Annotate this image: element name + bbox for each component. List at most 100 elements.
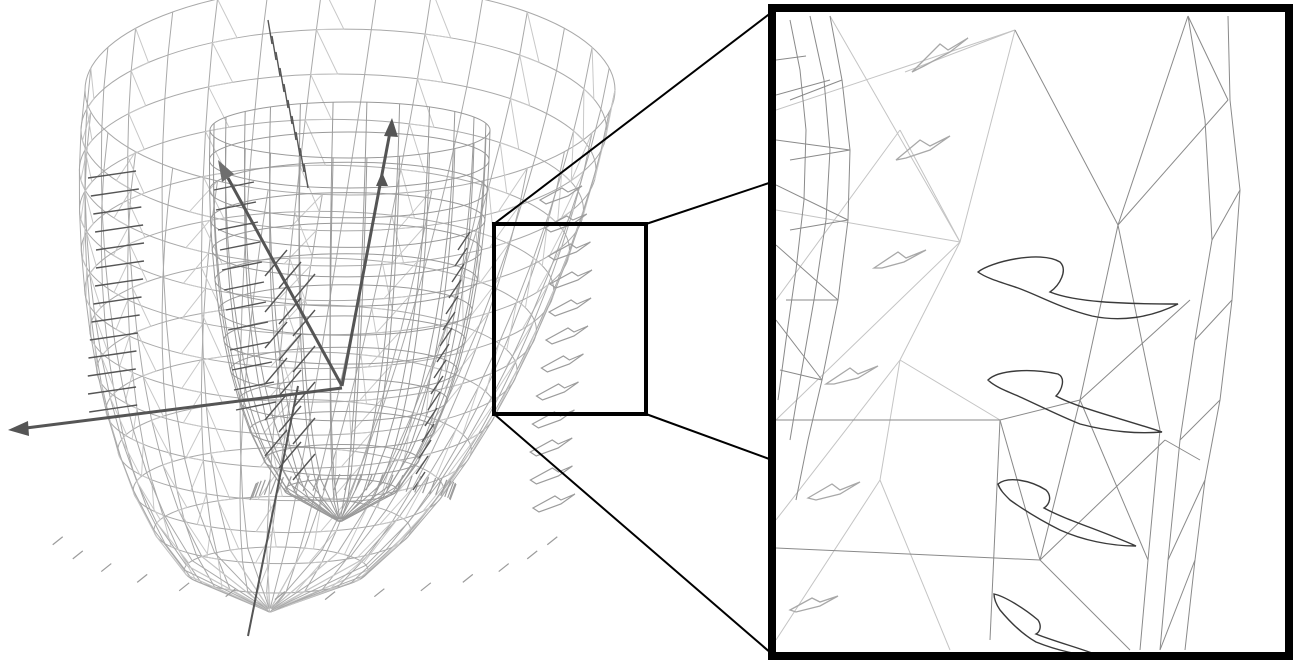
fiber-glyph <box>221 261 263 271</box>
axis-line-diag <box>226 177 344 387</box>
fiber-glyph <box>444 480 452 498</box>
fiber-glyph <box>292 273 316 301</box>
fiber-glyph <box>531 493 576 513</box>
fiber-glyph <box>264 429 288 457</box>
inner-meridian <box>339 102 368 519</box>
outer-diagonal <box>272 89 616 611</box>
fiber-glyph <box>435 478 443 496</box>
inner-meridian <box>298 103 340 519</box>
fiber-glyph <box>448 279 462 299</box>
fiber-glyph <box>449 483 457 501</box>
fiber-glyph <box>271 35 277 61</box>
fiber-glyph <box>292 453 316 481</box>
fiber-glyph <box>540 353 584 373</box>
inner-meridian <box>341 152 430 522</box>
outer-meridian <box>266 194 323 613</box>
fiber-glyph <box>422 476 430 494</box>
fiber-glyph <box>295 131 301 157</box>
zoom-mesh-light <box>776 15 1016 651</box>
fiber-glyph <box>251 481 259 499</box>
fiber-glyph <box>227 321 269 331</box>
fiber-glyph <box>258 479 266 497</box>
outer-diagonal <box>200 0 270 609</box>
fiber-glyph <box>100 563 112 573</box>
fiber-glyph <box>547 297 592 317</box>
fiber-glyph <box>233 381 275 391</box>
fiber-glyph <box>462 573 474 583</box>
fiber-glyph <box>263 478 271 496</box>
fiber-glyph <box>225 588 237 598</box>
fiber-glyph <box>275 51 281 77</box>
fiber-glyph <box>94 224 144 233</box>
fiber-glyph <box>94 278 144 287</box>
fiber-glyph <box>89 332 138 341</box>
fiber-glyph <box>322 474 330 491</box>
inner-meridian <box>342 123 487 521</box>
fiber-glyph <box>276 476 284 494</box>
inner-ring <box>209 161 488 219</box>
inner-meridian <box>329 102 341 519</box>
fiber-glyph <box>269 477 277 495</box>
fiber-glyph <box>415 455 429 475</box>
outer-ring <box>80 28 608 232</box>
fiber-glyph <box>292 381 316 409</box>
fiber-glyph <box>376 474 384 491</box>
outer-diagonal <box>254 194 323 613</box>
fiber-glyph <box>454 247 468 267</box>
inner-meridian <box>225 116 338 520</box>
zoom-mesh-dark <box>776 15 1241 651</box>
fiber-glyph <box>264 393 288 421</box>
fiber-glyph <box>278 405 302 433</box>
fiber-glyph <box>386 474 394 491</box>
fiber-glyph <box>302 474 310 492</box>
fiber-glyph <box>87 386 137 395</box>
outer-meridian <box>271 0 483 609</box>
fiber-glyph <box>136 573 148 583</box>
outer-meridian <box>100 47 268 610</box>
outer-meridian <box>269 0 377 609</box>
outer-meridian <box>271 11 528 609</box>
outer-meridian <box>272 132 593 612</box>
fiber-glyph <box>429 477 437 495</box>
outer-diagonal <box>272 47 595 610</box>
fiber-glyph <box>235 401 277 411</box>
inner-meridian <box>212 123 338 521</box>
fiber-glyph <box>440 479 448 497</box>
fiber-glyph <box>264 357 288 385</box>
outer-diagonal <box>127 28 269 610</box>
axis-arrowhead-up <box>384 118 398 137</box>
fiber-glyph <box>442 311 456 331</box>
fiber-glyph <box>254 480 262 498</box>
fiber-glyph <box>451 263 465 283</box>
fiber-glyph <box>264 285 288 313</box>
outer-meridian <box>161 11 269 609</box>
fiber-glyph <box>279 67 285 93</box>
inner-shell-wireframe <box>208 101 491 522</box>
outer-meridian <box>272 68 610 611</box>
fiber-glyph <box>231 361 273 371</box>
outer-meridian <box>239 0 270 609</box>
fiber-glyph <box>547 241 591 261</box>
axis-arrowhead-diag <box>218 160 234 182</box>
fiber-glyph <box>418 439 432 459</box>
outer-meridian <box>270 189 433 613</box>
fiber-glyph <box>421 423 435 443</box>
outer-ring <box>78 73 597 267</box>
fiber-glyph <box>436 343 450 363</box>
inner-ring <box>263 444 420 476</box>
fiber-glyph <box>267 19 273 45</box>
fiber-glyph <box>439 327 453 347</box>
outer-meridian <box>161 167 269 612</box>
fiber-glyph <box>219 241 261 251</box>
fiber-glyph <box>544 325 589 345</box>
zoom-inset-content <box>776 15 1241 653</box>
fiber-glyph <box>283 83 289 109</box>
outer-diagonal <box>80 111 268 611</box>
outer-meridian <box>271 167 528 612</box>
zoom-connector-lines <box>493 11 773 655</box>
inner-meridian <box>341 106 430 520</box>
axis-line-down <box>247 385 299 637</box>
axis-line-left <box>25 386 343 430</box>
fiber-glyph <box>87 170 137 179</box>
